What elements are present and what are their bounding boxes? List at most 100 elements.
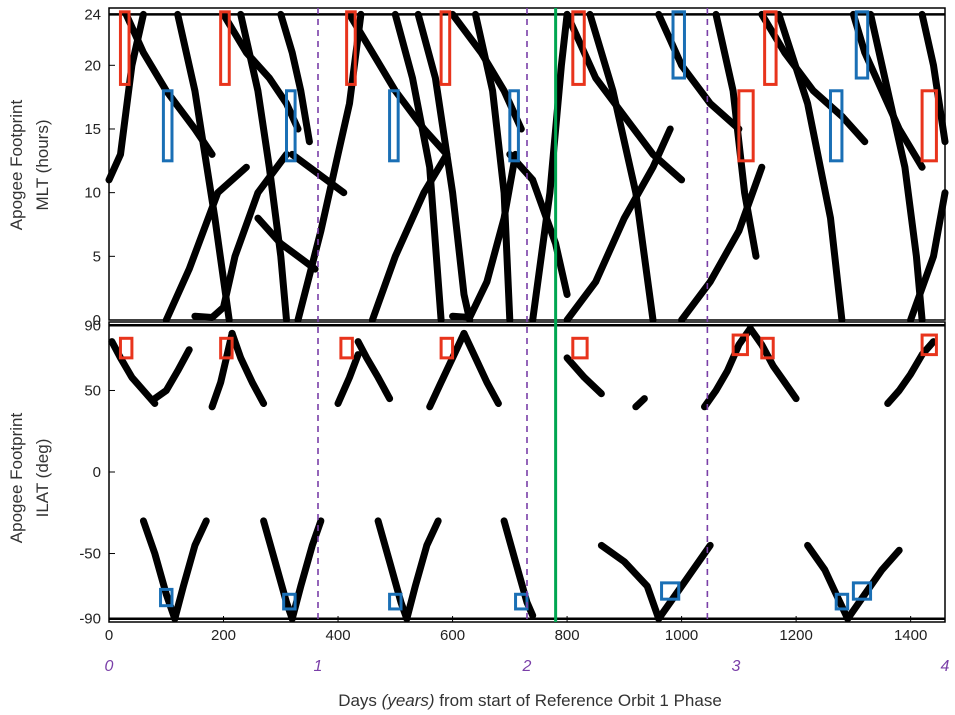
x-axis-label-years: (years) <box>382 691 435 710</box>
y-tick-label: -50 <box>79 546 101 563</box>
blue-box <box>834 592 850 611</box>
red-box <box>760 336 775 360</box>
data-track <box>162 163 250 324</box>
red-box <box>118 336 134 360</box>
data-track <box>220 10 302 133</box>
red-box <box>737 89 755 163</box>
blue-box <box>388 592 403 611</box>
red-box <box>920 89 938 163</box>
y-tick-label: 15 <box>84 121 101 138</box>
data-track <box>277 10 313 146</box>
data-track <box>237 10 290 324</box>
data-track <box>294 10 365 324</box>
bottom-ylabel-line-2: ILAT (deg) <box>33 439 52 518</box>
year-tick-label: 4 <box>941 658 950 675</box>
red-box <box>439 10 452 86</box>
data-track <box>597 541 663 623</box>
red-box <box>920 333 938 357</box>
x-tick-label: 1000 <box>665 627 698 644</box>
x-axis-label-days: Days <box>338 691 381 710</box>
data-track <box>804 541 852 623</box>
red-box <box>345 10 357 86</box>
data-track <box>701 325 754 411</box>
data-track <box>849 10 926 171</box>
year-tick-label: 2 <box>522 658 532 675</box>
data-track <box>191 150 290 321</box>
data-track <box>151 346 193 403</box>
data-track <box>844 546 903 623</box>
y-tick-label: 0 <box>93 464 101 481</box>
data-track <box>563 125 674 324</box>
x-tick-label: 600 <box>440 627 465 644</box>
data-track <box>174 10 233 324</box>
y-tick-label: 90 <box>84 317 101 334</box>
year-tick-label: 0 <box>105 658 114 675</box>
data-track <box>260 517 296 623</box>
data-track <box>460 329 502 407</box>
data-track <box>500 517 537 619</box>
bottom-y-axis-label: Apogee Footprint ILAT (deg) <box>7 413 52 544</box>
data-track <box>449 150 519 321</box>
data-track <box>426 329 468 411</box>
x-tick-label: 800 <box>555 627 580 644</box>
data-track <box>586 10 657 324</box>
data-track <box>746 325 800 403</box>
red-box <box>439 336 455 360</box>
y-tick-label: 0 <box>93 312 101 329</box>
y-tick-label: 50 <box>84 382 101 399</box>
x-tick-label: 1400 <box>894 627 927 644</box>
data-track <box>108 338 159 407</box>
data-track <box>391 10 445 324</box>
red-box <box>219 10 231 86</box>
data-track <box>775 10 846 324</box>
data-track <box>403 517 442 623</box>
data-track <box>918 10 949 146</box>
data-track <box>632 395 648 411</box>
data-track <box>867 10 926 324</box>
top-ylabel-line-2: MLT (hours) <box>33 119 52 210</box>
y-tick-label: 20 <box>84 57 101 74</box>
blue-box <box>161 89 174 163</box>
red-box <box>219 336 234 360</box>
red-box <box>571 336 589 360</box>
blue-box <box>671 10 686 80</box>
red-box <box>339 336 354 360</box>
y-tick-label: 24 <box>84 6 101 23</box>
data-track <box>884 338 937 407</box>
red-box <box>763 10 778 86</box>
red-box <box>731 333 749 357</box>
red-box <box>571 10 586 86</box>
data-track <box>334 351 362 407</box>
blue-box <box>285 89 297 163</box>
x-axis-label-rest: from start of Reference Orbit 1 Phase <box>435 691 722 710</box>
data-track <box>354 338 394 403</box>
data-track <box>655 541 714 623</box>
y-tick-label: -90 <box>79 611 101 628</box>
y-tick-label: 10 <box>84 185 101 202</box>
blue-box <box>660 581 681 601</box>
blue-box <box>851 581 873 601</box>
y-tick-label: 5 <box>93 248 101 265</box>
data-track <box>655 10 743 133</box>
data-track <box>678 163 766 324</box>
reference-lines <box>317 8 709 622</box>
data-track <box>208 329 236 411</box>
data-track <box>414 10 474 324</box>
x-tick-label: 400 <box>326 627 351 644</box>
year-tick-label: 3 <box>732 658 741 675</box>
red-box <box>118 10 131 86</box>
data-track <box>907 189 949 324</box>
blue-box <box>388 89 400 163</box>
blue-box <box>854 10 870 80</box>
x-tick-label: 200 <box>211 627 236 644</box>
blue-box <box>282 592 297 611</box>
data-track <box>563 354 605 398</box>
data-track <box>254 214 319 273</box>
data-track <box>228 329 268 407</box>
x-tick-label: 1200 <box>779 627 812 644</box>
blue-box <box>828 89 844 163</box>
data-track <box>374 517 411 623</box>
data-track <box>171 517 210 623</box>
top-ylabel-line-1: Apogee Footprint <box>7 100 26 231</box>
